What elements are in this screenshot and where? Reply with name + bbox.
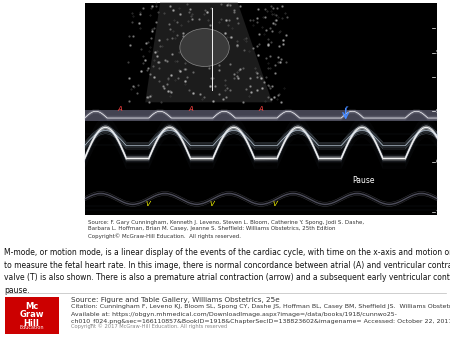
Text: 5: 5 — [436, 50, 439, 55]
Text: A: A — [117, 106, 122, 112]
Text: Graw: Graw — [19, 310, 44, 319]
Text: Education: Education — [19, 324, 44, 330]
Text: A: A — [259, 106, 263, 112]
Text: V: V — [273, 201, 278, 207]
Text: V: V — [146, 201, 150, 207]
Text: V: V — [209, 201, 214, 207]
Text: Citation: Cunningham F, Leveno KJ, Bloom SL, Spong CY, Dashe JS, Hoffman BL, Cas: Citation: Cunningham F, Leveno KJ, Bloom… — [71, 304, 450, 309]
FancyBboxPatch shape — [4, 297, 59, 334]
Text: Source: Figure and Table Gallery, Williams Obstetrics, 25e: Source: Figure and Table Gallery, Willia… — [71, 297, 280, 303]
Ellipse shape — [180, 29, 229, 67]
FancyBboxPatch shape — [85, 110, 437, 121]
Text: 6: 6 — [436, 159, 439, 164]
Text: Source: F. Gary Cunningham, Kenneth J. Leveno, Steven L. Bloom, Catherine Y. Spo: Source: F. Gary Cunningham, Kenneth J. L… — [88, 220, 364, 239]
Text: M-mode, or motion mode, is a linear display of the events of the cardiac cycle, : M-mode, or motion mode, is a linear disp… — [4, 248, 450, 295]
Text: Mc: Mc — [25, 302, 38, 311]
Text: Pause: Pause — [352, 176, 374, 186]
Text: Available at: https://obgyn.mhmedical.com/DownloadImage.aspx?image=/data/books/1: Available at: https://obgyn.mhmedical.co… — [71, 312, 450, 324]
Text: 5: 5 — [436, 109, 439, 114]
FancyBboxPatch shape — [85, 3, 437, 215]
Text: A: A — [188, 106, 193, 112]
Text: f: f — [344, 106, 347, 112]
Text: Copyright © 2017 McGraw-Hill Education. All rights reserved: Copyright © 2017 McGraw-Hill Education. … — [71, 324, 227, 330]
Text: 7: 7 — [436, 210, 439, 215]
Text: Hill: Hill — [23, 319, 40, 328]
Polygon shape — [145, 3, 272, 102]
